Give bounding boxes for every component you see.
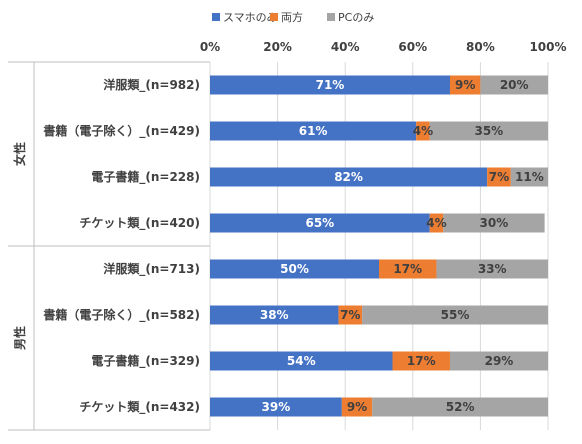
x-tick-label-2: 40% xyxy=(331,40,360,54)
category-label-5: 書籍（電子除く）_(n=582) xyxy=(43,307,200,323)
category-labels: 洋服類_(n=982) 書籍（電子除く）_(n=429) 電子書籍_(n=228) チ… xyxy=(43,77,200,415)
legend: スマホのみ 両方 PCのみ xyxy=(212,10,374,24)
data-label-1-4: 17% xyxy=(393,262,422,276)
x-tick-label-4: 80% xyxy=(466,40,495,54)
data-label-2-0: 20% xyxy=(500,78,529,92)
bar-0-5 xyxy=(210,305,339,325)
data-label-2-6: 29% xyxy=(485,354,514,368)
data-label-0-7: 39% xyxy=(262,400,291,414)
data-label-1-2: 7% xyxy=(489,170,509,184)
bar-2-2 xyxy=(510,167,548,187)
data-label-0-6: 54% xyxy=(287,354,316,368)
gridlines xyxy=(209,62,549,430)
legend-label-0: スマホのみ xyxy=(223,11,278,24)
x-tick-label-5: 100% xyxy=(529,40,566,54)
category-axis-frame xyxy=(8,61,210,431)
data-label-1-7: 9% xyxy=(347,400,367,414)
data-label-0-4: 50% xyxy=(280,262,309,276)
bar-1-7 xyxy=(341,397,373,417)
bar-1-1 xyxy=(416,121,430,141)
data-label-2-2: 11% xyxy=(515,170,544,184)
bar-1-6 xyxy=(392,351,450,371)
data-label-1-1: 4% xyxy=(413,124,433,138)
x-tick-label-1: 20% xyxy=(263,40,292,54)
legend-swatch-2 xyxy=(327,13,335,21)
category-label-1: 書籍（電子除く）_(n=429) xyxy=(43,123,200,139)
category-label-3: チケット類_(n=420) xyxy=(79,215,200,231)
category-label-2: 電子書籍_(n=228) xyxy=(91,169,200,185)
legend-label-2: PCのみ xyxy=(338,11,374,24)
data-label-0-0: 71% xyxy=(316,78,345,92)
category-label-6: 電子書籍_(n=329) xyxy=(91,353,200,369)
bar-1-4 xyxy=(379,259,437,279)
data-label-1-6: 17% xyxy=(407,354,436,368)
data-label-0-3: 65% xyxy=(305,216,334,230)
data-labels: 71% 9% 20% 61% 4% 35% 82% 7% 11% 65% 4% 30% 50% 17% 33… xyxy=(260,78,544,414)
data-label-0-5: 38% xyxy=(260,308,289,322)
data-label-2-4: 33% xyxy=(478,262,507,276)
category-label-4: 洋服類_(n=713) xyxy=(103,261,200,277)
bar-0-2 xyxy=(210,167,488,187)
bar-2-5 xyxy=(362,305,548,325)
bar-0-3 xyxy=(210,213,430,233)
bar-2-4 xyxy=(436,259,548,279)
legend-label-1: 両方 xyxy=(281,10,303,24)
group-label-1: 男性 xyxy=(12,326,27,350)
bar-1-3 xyxy=(429,213,444,233)
bar-1-2 xyxy=(487,167,511,187)
bar-0-7 xyxy=(210,397,342,417)
data-label-2-5: 55% xyxy=(441,308,470,322)
group-label-0: 女性 xyxy=(12,142,27,166)
x-tick-label-0: 0% xyxy=(200,40,220,54)
data-label-1-3: 4% xyxy=(426,216,446,230)
category-label-7: チケット類_(n=432) xyxy=(79,399,200,415)
data-label-1-0: 9% xyxy=(455,78,475,92)
x-tick-label-3: 60% xyxy=(398,40,427,54)
bar-2-1 xyxy=(429,121,548,141)
bar-2-7 xyxy=(372,397,548,417)
category-label-0: 洋服類_(n=982) xyxy=(103,77,200,93)
data-label-2-3: 30% xyxy=(480,216,509,230)
legend-swatch-0 xyxy=(212,13,220,21)
bar-1-0 xyxy=(449,75,481,95)
data-label-2-7: 52% xyxy=(446,400,475,414)
data-label-1-5: 7% xyxy=(340,308,360,322)
legend-swatch-1 xyxy=(270,13,278,21)
x-axis-tick-labels: 0% 20% 40% 60% 80% 100% xyxy=(200,40,567,54)
bar-2-6 xyxy=(449,351,548,371)
bar-2-0 xyxy=(480,75,548,95)
bar-0-1 xyxy=(210,121,417,141)
bar-0-6 xyxy=(210,351,393,371)
bars xyxy=(210,75,548,417)
data-label-0-1: 61% xyxy=(299,124,328,138)
bar-0-4 xyxy=(210,259,379,279)
data-label-2-1: 35% xyxy=(474,124,503,138)
bar-0-0 xyxy=(210,75,450,95)
bar-2-3 xyxy=(443,213,545,233)
bar-1-5 xyxy=(338,305,363,325)
data-label-0-2: 82% xyxy=(334,170,363,184)
